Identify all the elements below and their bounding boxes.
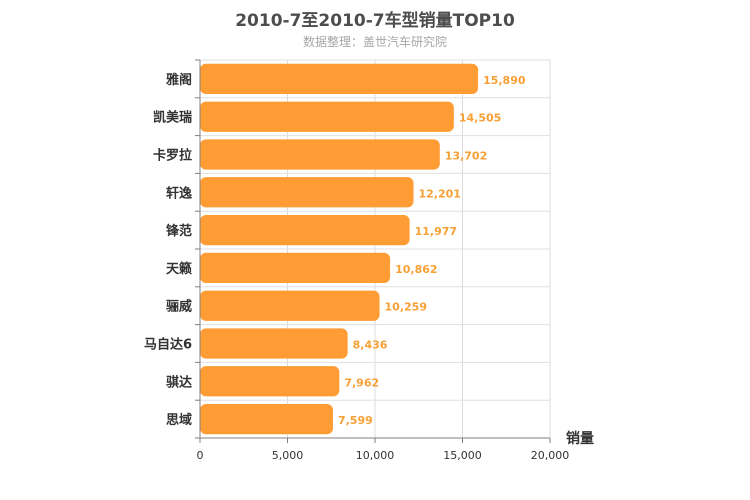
- data-label: 7,599: [338, 414, 373, 427]
- data-label: 12,201: [419, 187, 461, 200]
- category-label: 凯美瑞: [153, 110, 192, 126]
- data-label: 14,505: [459, 112, 501, 125]
- data-label: 8,436: [353, 339, 388, 352]
- bar: [200, 63, 479, 95]
- x-tick-label: 10,000: [356, 449, 395, 462]
- bar: [200, 328, 348, 359]
- category-label: 骊威: [166, 299, 192, 315]
- bar: [200, 403, 333, 435]
- category-label: 天籁: [166, 261, 192, 277]
- bar: [200, 214, 410, 246]
- chart-title: 2010-7至2010-7车型销量TOP10: [235, 11, 515, 31]
- x-tick-label: 0: [197, 449, 204, 462]
- data-label: 11,977: [415, 225, 457, 238]
- data-label: 10,862: [395, 263, 437, 276]
- x-tick-label: 5,000: [272, 449, 304, 462]
- bar: [200, 252, 391, 284]
- chart-subtitle: 数据整理：盖世汽车研究院: [302, 35, 447, 49]
- bar: [200, 366, 340, 397]
- x-tick-label: 20,000: [531, 449, 570, 462]
- data-label: 13,702: [445, 150, 487, 163]
- bar: [200, 177, 414, 208]
- category-label: 卡罗拉: [153, 148, 192, 164]
- category-label: 思域: [166, 412, 192, 428]
- bar: [200, 290, 380, 321]
- x-tick-label: 15,000: [443, 449, 482, 462]
- data-label: 7,962: [344, 376, 379, 389]
- category-label: 骐达: [166, 374, 192, 390]
- data-label: 10,259: [385, 301, 427, 314]
- data-label: 15,890: [483, 74, 526, 87]
- bar: [200, 139, 440, 170]
- category-label: 雅阁: [166, 72, 192, 88]
- bar: [200, 101, 454, 132]
- category-label: 马自达6: [144, 337, 192, 353]
- x-axis-title: 销量: [566, 430, 594, 447]
- category-label: 轩逸: [166, 185, 192, 201]
- category-label: 锋范: [166, 223, 192, 239]
